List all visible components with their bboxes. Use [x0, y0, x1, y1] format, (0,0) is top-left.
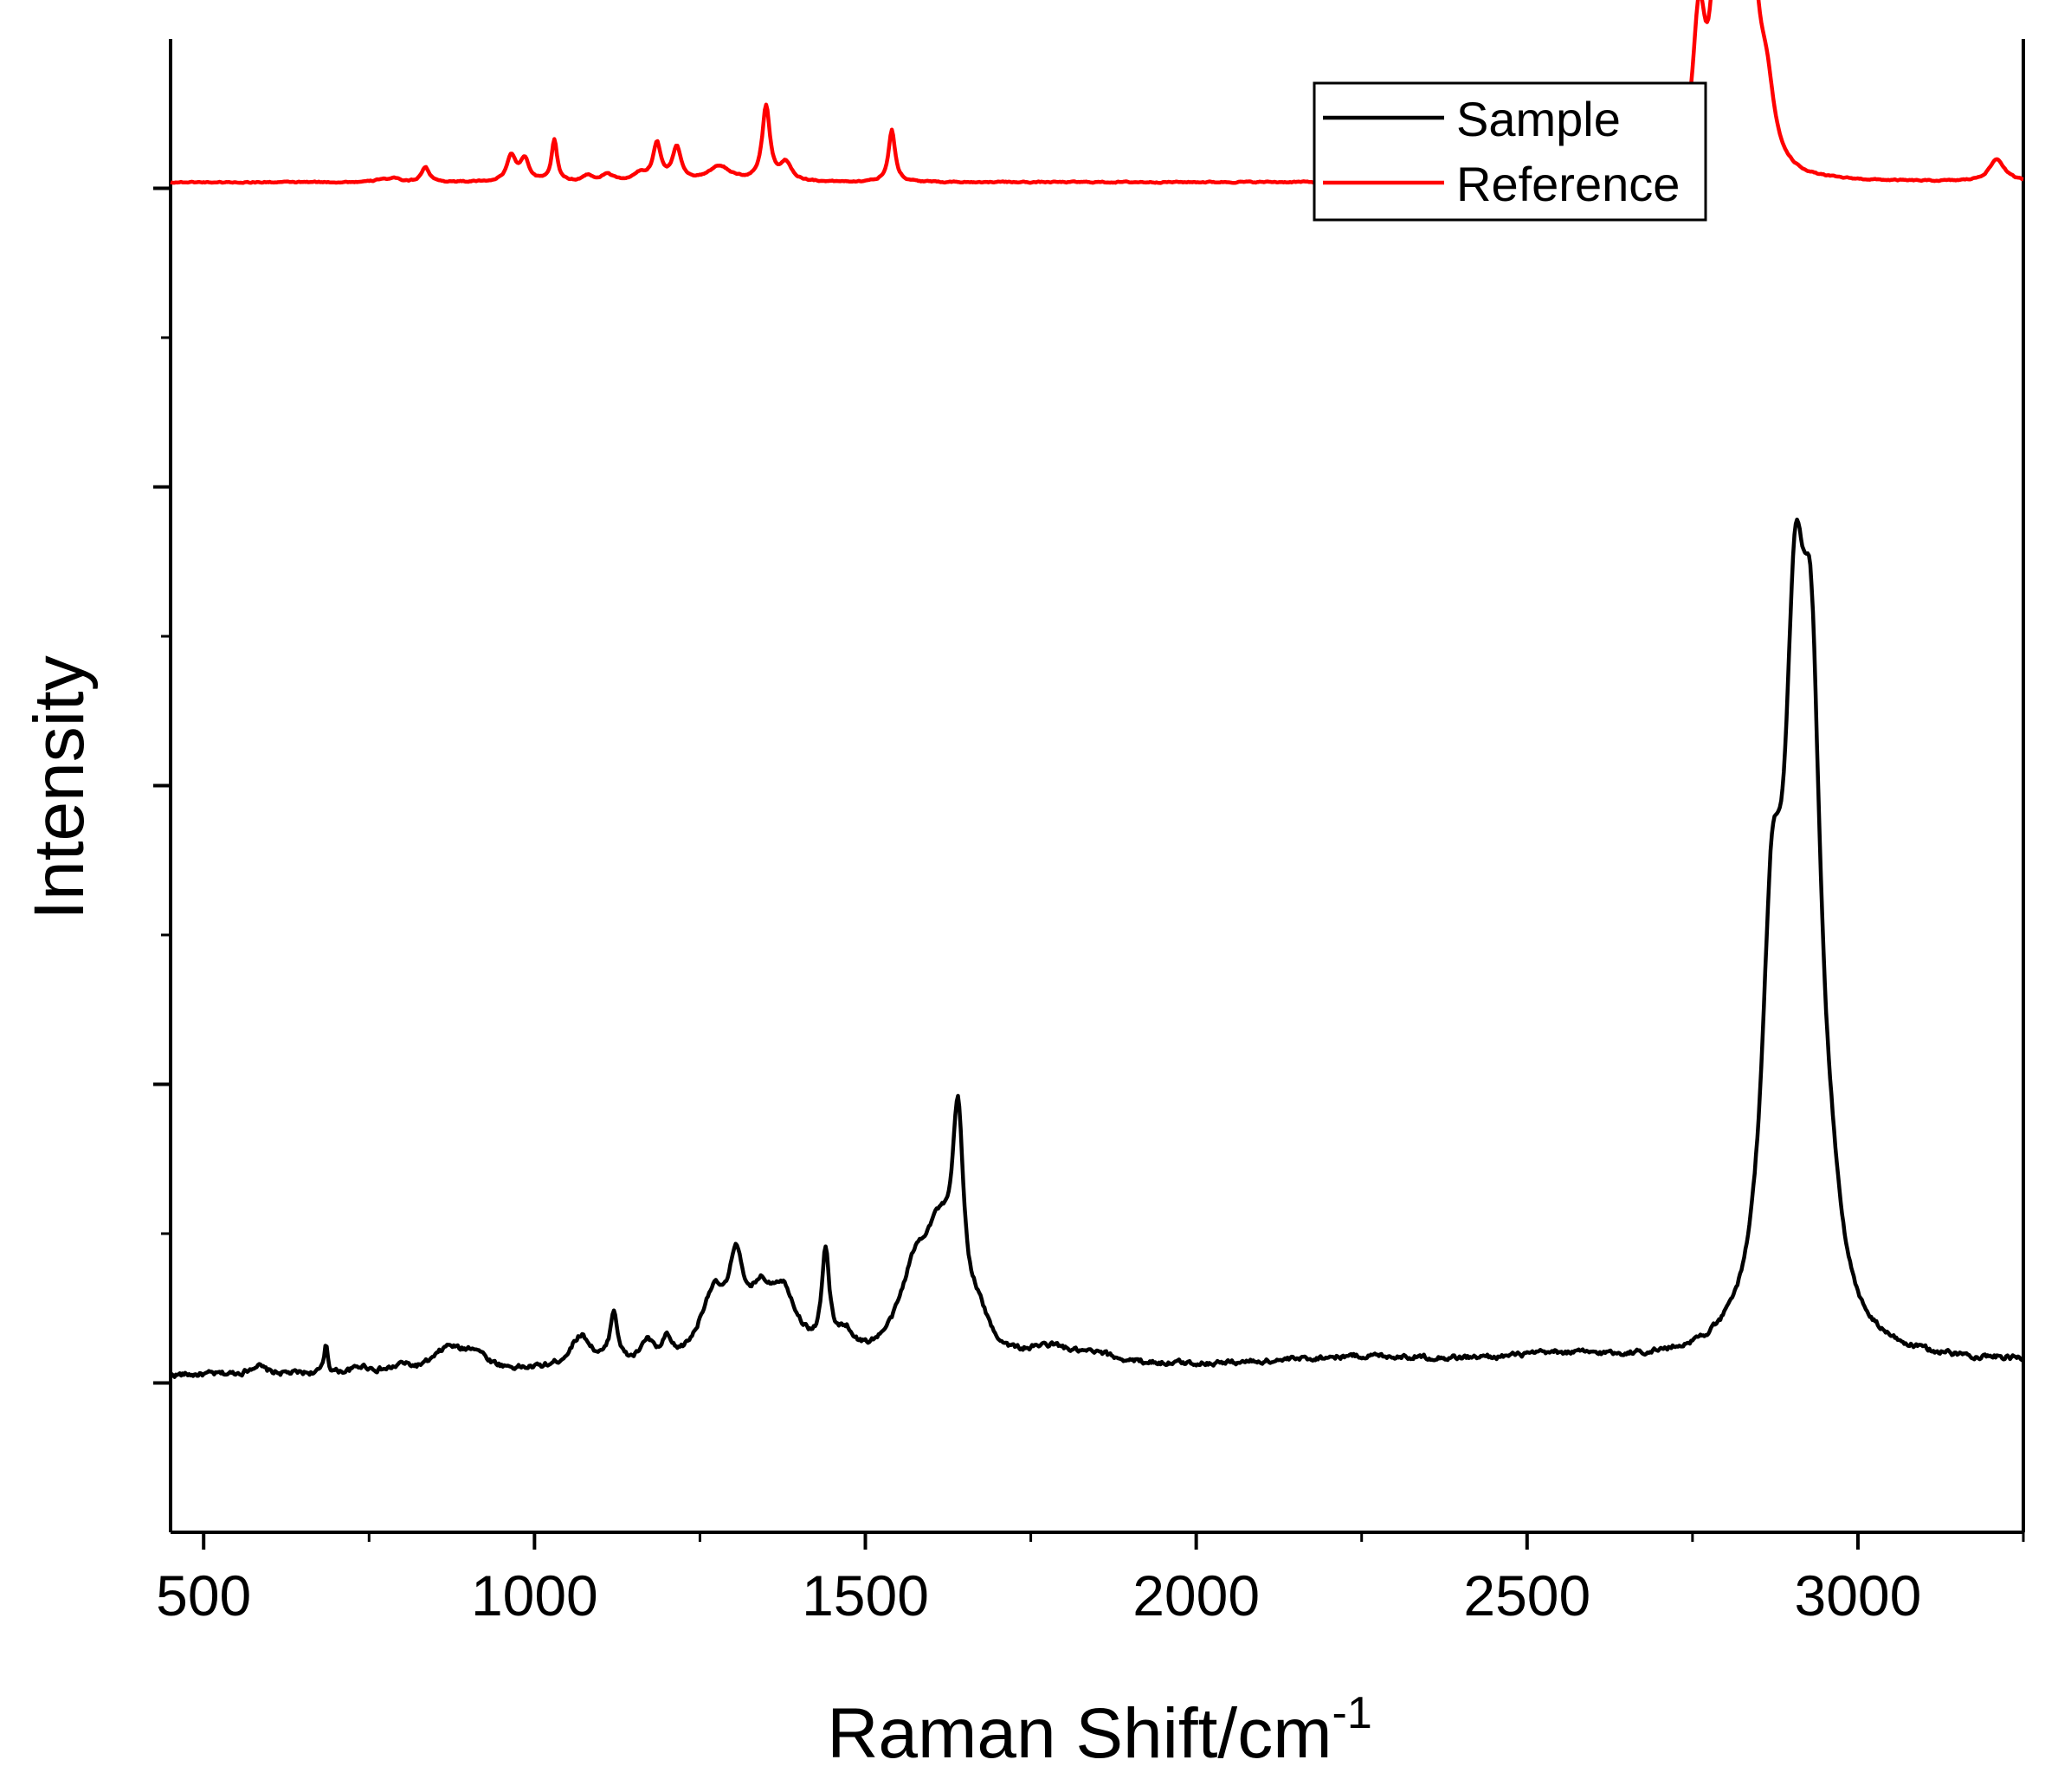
- axes: 500 1000 1500 2000 2500 3000: [153, 39, 2025, 1628]
- x-tick-label-2000: 2000: [1132, 1563, 1260, 1628]
- legend-box: [1313, 81, 1707, 222]
- x-tick-label-500: 500: [156, 1563, 251, 1628]
- x-tick-label-1500: 1500: [802, 1563, 929, 1628]
- series-line-reference: [170, 0, 2024, 185]
- y-axis-title: Intensity: [20, 655, 99, 919]
- series-line-sample: [170, 517, 2025, 1379]
- x-tick-label-3000: 3000: [1795, 1563, 1922, 1628]
- x-tick-label-2500: 2500: [1463, 1563, 1590, 1628]
- x-axis-title-text: Raman Shift/cm: [827, 1694, 1332, 1773]
- x-axis-title: Raman Shift/cm-1: [827, 1688, 1372, 1773]
- x-tick-label-1000: 1000: [471, 1563, 598, 1628]
- x-axis-title-superscript: -1: [1332, 1688, 1372, 1738]
- legend: Sample Reference: [1313, 81, 1707, 222]
- legend-label-reference: Reference: [1456, 157, 1680, 211]
- plot-area: [170, 0, 2025, 1379]
- legend-label-sample: Sample: [1456, 92, 1621, 146]
